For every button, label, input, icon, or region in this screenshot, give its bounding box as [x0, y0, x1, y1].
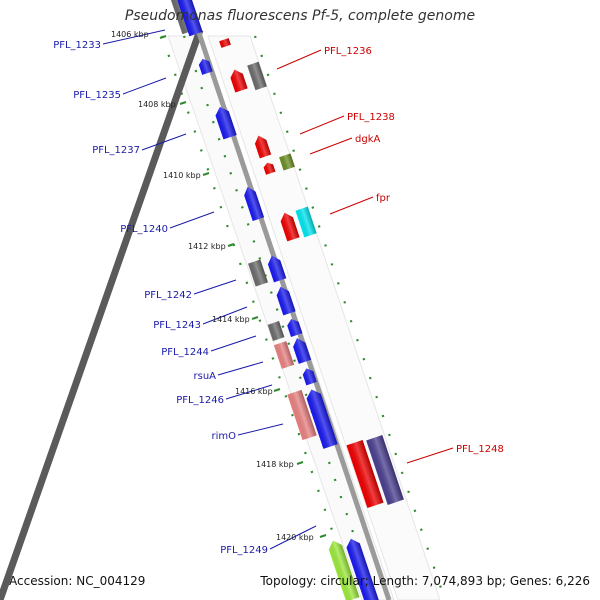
gene-label-dgka[interactable]: dgkA — [355, 134, 380, 145]
feature-pfl-1236[interactable] — [228, 68, 248, 93]
label-leader-line — [225, 384, 273, 400]
feature-pfl-1243[interactable] — [274, 285, 296, 316]
feature-pfl-1240[interactable] — [242, 185, 265, 222]
gene-label-rimo[interactable]: rimO — [211, 431, 236, 442]
kbp-major-tick — [251, 316, 259, 320]
kbp-major-tick — [202, 172, 210, 176]
feature-fpr-b[interactable] — [295, 206, 317, 238]
gene-label-pfl-1240[interactable]: PFL_1240 — [120, 224, 168, 235]
gene-label-pfl-1244[interactable]: PFL_1244 — [161, 347, 209, 358]
gene-features — [170, 0, 404, 600]
tick-marks — [159, 35, 447, 600]
feature-pfl-1246[interactable] — [301, 367, 317, 386]
label-leader-line — [269, 525, 317, 550]
feature-pfl-1236b[interactable] — [247, 61, 267, 91]
gene-label-pfl-1237[interactable]: PFL_1237 — [92, 145, 140, 156]
feature-fpr[interactable] — [278, 211, 300, 242]
label-leader-line — [329, 196, 374, 215]
kbp-label-1408: 1408 kbp — [138, 100, 176, 109]
feature-pfl-1248b[interactable] — [366, 435, 404, 505]
feature-rimo-b[interactable] — [304, 387, 338, 449]
label-leader-line — [217, 361, 264, 376]
gene-label-pfl-1235[interactable]: PFL_1235 — [73, 90, 121, 101]
feature-pfl-1242b[interactable] — [266, 254, 287, 283]
feature-small-red[interactable] — [219, 38, 231, 48]
feature-pfl-1235[interactable] — [197, 57, 213, 75]
genome-summary-text: Topology: circular; Length: 7,074,893 bp… — [260, 574, 590, 588]
label-leaders — [102, 29, 454, 550]
feature-pfl-1238[interactable] — [253, 134, 272, 159]
kbp-major-tick — [179, 101, 187, 105]
feature-pfl-1244[interactable] — [267, 321, 285, 341]
feature-pfl-1244b[interactable] — [286, 317, 303, 337]
kbp-major-tick — [273, 388, 281, 392]
kbp-major-tick — [159, 35, 167, 39]
kbp-label-1406: 1406 kbp — [111, 30, 149, 39]
feature-pfl-1249b[interactable] — [344, 537, 380, 600]
gene-label-rsua[interactable]: rsuA — [194, 371, 217, 382]
gene-label-pfl-1238[interactable]: PFL_1238 — [347, 112, 395, 123]
gene-label-pfl-1242[interactable]: PFL_1242 — [144, 290, 192, 301]
gene-label-pfl-1243[interactable]: PFL_1243 — [153, 320, 201, 331]
kbp-label-1410: 1410 kbp — [163, 171, 201, 180]
gene-label-pfl-1233[interactable]: PFL_1233 — [53, 40, 101, 51]
feature-pfl-1237[interactable] — [213, 105, 237, 140]
feature-pfl-1233[interactable] — [177, 0, 203, 37]
label-leader-line — [210, 335, 257, 352]
gene-label-pfl-1236[interactable]: PFL_1236 — [324, 46, 372, 57]
kbp-label-1416: 1416 kbp — [235, 387, 273, 396]
kbp-major-tick — [319, 534, 327, 538]
label-leader-line — [202, 306, 248, 325]
kbp-label-1420: 1420 kbp — [276, 533, 314, 542]
gene-label-fpr[interactable]: fpr — [376, 193, 391, 204]
label-leader-line — [276, 49, 322, 70]
backbone-shadow — [0, 28, 204, 600]
label-leader-line — [102, 29, 166, 45]
feature-pfl-1242[interactable] — [248, 259, 268, 287]
label-leader-line — [406, 447, 454, 464]
label-leader-line — [193, 279, 237, 295]
feature-pfl-1248[interactable] — [346, 440, 384, 508]
feature-pfl-1239[interactable] — [263, 161, 276, 175]
feature-dgka[interactable] — [279, 153, 295, 171]
gene-label-pfl-1248[interactable]: PFL_1248 — [456, 444, 504, 455]
label-leader-line — [141, 133, 187, 151]
label-leader-line — [237, 423, 284, 436]
feature-rsua-b[interactable] — [291, 336, 312, 364]
label-leader-line — [299, 115, 345, 135]
kbp-major-tick — [227, 243, 235, 247]
accession-text: Accession: NC_004129 — [9, 574, 146, 588]
gene-label-pfl-1249[interactable]: PFL_1249 — [220, 545, 268, 556]
kbp-label-1414: 1414 kbp — [212, 315, 250, 324]
kbp-major-tick — [296, 461, 304, 465]
label-leader-line — [169, 211, 215, 229]
label-leader-line — [309, 137, 353, 155]
gene-label-pfl-1246[interactable]: PFL_1246 — [176, 395, 224, 406]
feature-pfl-1249[interactable] — [327, 538, 360, 600]
feature-rsua[interactable] — [273, 341, 295, 369]
feature-rimo[interactable] — [287, 389, 317, 441]
kbp-label-1412: 1412 kbp — [188, 242, 226, 251]
label-leader-line — [122, 77, 167, 95]
kbp-label-1418: 1418 kbp — [256, 460, 294, 469]
map-title: Pseudomonas fluorescens Pf-5, complete g… — [124, 8, 476, 24]
